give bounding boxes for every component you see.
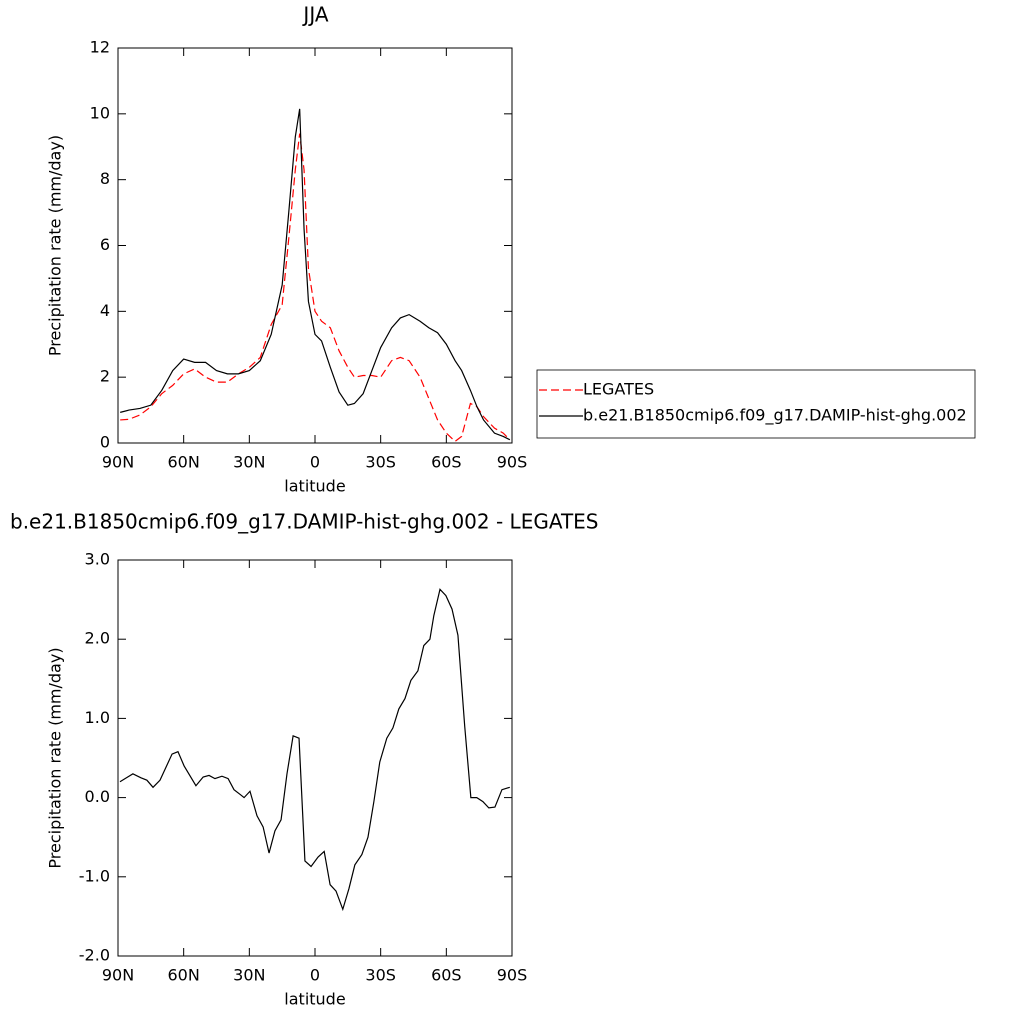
y-tick-label: 12: [90, 38, 110, 57]
plot-frame: [117, 559, 513, 957]
x-tick-label: 90S: [497, 453, 528, 472]
x-tick-label: 60N: [168, 453, 200, 472]
x-tick-label: 30S: [365, 966, 396, 985]
legend-label: b.e21.B1850cmip6.f09_g17.DAMIP-hist-ghg.…: [583, 406, 967, 426]
y-tick-label: 6: [100, 235, 110, 254]
x-axis-label: latitude: [284, 477, 345, 496]
x-tick-label: 90N: [102, 966, 134, 985]
x-tick-label: 30N: [233, 453, 265, 472]
data-line: [120, 108, 511, 441]
y-tick-label: 0.0: [85, 787, 110, 806]
y-tick-label: -2.0: [79, 946, 110, 965]
y-tick-label: 2.0: [85, 629, 110, 648]
x-tick-label: 60S: [431, 966, 462, 985]
x-tick-label: 60S: [431, 453, 462, 472]
chart-title: JJA: [301, 3, 328, 27]
y-tick-label: 0: [100, 433, 110, 452]
y-axis-label: Precipitation rate (mm/day): [46, 135, 65, 356]
y-tick-label: 10: [90, 103, 110, 122]
x-tick-label: 60N: [168, 966, 200, 985]
y-tick-label: -1.0: [79, 866, 110, 885]
x-tick-label: 0: [310, 453, 320, 472]
y-tick-label: 3.0: [85, 550, 110, 569]
y-tick-label: 2: [100, 367, 110, 386]
x-axis-label: latitude: [284, 990, 345, 1009]
legend-box: [536, 369, 976, 439]
data-line: [119, 588, 510, 912]
y-tick-label: 4: [100, 301, 110, 320]
x-tick-label: 90N: [102, 453, 134, 472]
chart-title: b.e21.B1850cmip6.f09_g17.DAMIP-hist-ghg.…: [10, 510, 599, 534]
y-tick-label: 1.0: [85, 708, 110, 727]
x-tick-label: 90S: [497, 966, 528, 985]
y-axis-label: Precipitation rate (mm/day): [46, 647, 65, 868]
x-tick-label: 0: [310, 966, 320, 985]
legend-label: LEGATES: [583, 380, 654, 399]
x-tick-label: 30S: [365, 453, 396, 472]
data-line: [120, 133, 511, 443]
y-tick-label: 8: [100, 169, 110, 188]
plot-frame: [117, 47, 513, 444]
x-tick-label: 30N: [233, 966, 265, 985]
